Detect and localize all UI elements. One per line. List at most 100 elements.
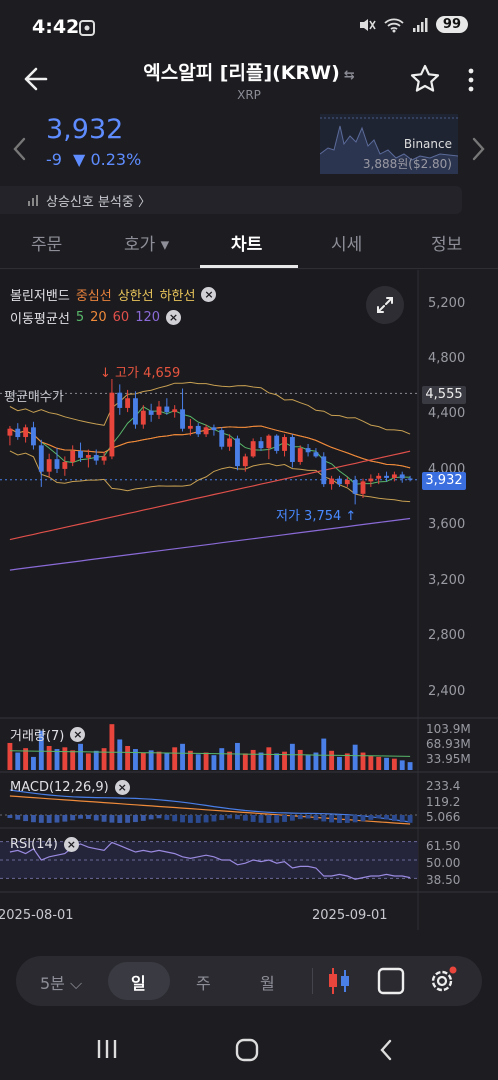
remove-bollinger-icon[interactable]: × — [201, 287, 217, 302]
candle-body — [62, 461, 68, 469]
volume-bar — [93, 750, 99, 770]
exchange-price: 3,888원($2.80) — [362, 157, 452, 171]
swap-icon[interactable]: ⇆ — [343, 68, 355, 83]
remove-ma-icon[interactable]: × — [166, 310, 182, 325]
tab-info[interactable]: 정보 — [431, 235, 463, 255]
macd-histogram-bar — [329, 815, 335, 823]
candle-body — [399, 474, 405, 479]
candle-body — [85, 455, 91, 458]
candle — [125, 389, 131, 413]
tab-orderbook[interactable]: 호가 ▾ — [124, 235, 170, 255]
tab-chart[interactable]: 차트 — [231, 235, 263, 255]
period-week[interactable]: 주 — [196, 974, 211, 993]
interval-select[interactable]: 5분 ⌵ — [40, 974, 83, 993]
volume-bar — [156, 751, 162, 770]
candle-body — [352, 479, 358, 494]
candle — [305, 443, 311, 457]
volume-bar — [297, 749, 303, 770]
tab-market[interactable]: 시세 — [331, 235, 363, 255]
signal-analysis-bar[interactable]: 상승신호 분석중 〉 — [0, 186, 462, 214]
prev-coin-icon[interactable] — [10, 134, 30, 164]
volume-bar — [70, 750, 76, 770]
day-pill — [108, 962, 170, 1000]
volume-bar — [227, 751, 233, 770]
volume-bar — [180, 743, 185, 770]
candle-body — [180, 409, 185, 429]
home-icon[interactable] — [235, 1038, 259, 1062]
bollinger-legend: 볼린저밴드 중심선 상한선 하한선 × — [10, 285, 217, 304]
candle — [180, 388, 185, 432]
candle-body — [101, 456, 107, 461]
volume-tick: 33.95M — [426, 752, 471, 766]
macd-histogram-bar — [376, 815, 382, 819]
bb-lower-line — [9, 450, 411, 503]
macd-histogram-bar — [227, 815, 233, 819]
macd-signal-line — [9, 795, 411, 825]
volume-bar — [164, 753, 170, 770]
macd-histogram-bar — [391, 815, 397, 821]
macd-histogram-bar — [337, 815, 342, 823]
page-title[interactable]: 엑스알피 [리플](KRW) ⇆ — [0, 58, 498, 85]
more-vertical-icon[interactable] — [464, 66, 478, 94]
volume-pane-label: 거래량(7) × — [10, 725, 86, 744]
volume-bar — [133, 749, 138, 770]
period-day[interactable]: 일 — [131, 974, 146, 993]
candle-body — [172, 409, 178, 413]
candle — [7, 425, 13, 446]
candle-body — [133, 398, 138, 425]
expand-chart-icon[interactable] — [366, 286, 404, 324]
macd-histogram-bar — [235, 815, 240, 820]
volume-bar — [15, 752, 21, 770]
candle-body — [235, 438, 240, 467]
mini-price-chart[interactable] — [320, 114, 458, 174]
volume-bar — [7, 742, 13, 770]
remove-rsi-icon[interactable]: × — [63, 837, 79, 852]
macd-histogram-bar — [164, 815, 170, 820]
candle — [297, 445, 303, 465]
candle-body — [344, 479, 350, 485]
avg-buy-tag: 4,555 — [422, 386, 466, 404]
drawing-tool-icon[interactable] — [376, 965, 406, 997]
candle — [203, 424, 209, 438]
tab-underline — [200, 265, 298, 268]
recent-apps-icon[interactable] — [96, 1038, 118, 1060]
candle-body — [313, 452, 319, 457]
candle — [78, 442, 83, 462]
candle — [15, 423, 21, 440]
remove-macd-icon[interactable]: × — [114, 780, 130, 795]
back-arrow-icon[interactable] — [20, 62, 54, 96]
volume-bars — [7, 724, 413, 770]
volume-bar — [195, 754, 201, 770]
candle — [344, 477, 350, 487]
rsi-label: RSI(14) — [10, 837, 58, 852]
current-price-tag: 3,932 — [422, 472, 466, 490]
remove-volume-icon[interactable]: × — [70, 727, 86, 742]
volume-bar — [399, 760, 405, 770]
tab-order[interactable]: 주문 — [31, 235, 63, 255]
rsi-tick: 61.50 — [426, 839, 461, 853]
volume-bar — [62, 747, 68, 770]
candle — [282, 434, 287, 457]
volume-bar — [407, 762, 413, 770]
settings-gear-icon[interactable] — [426, 965, 458, 997]
system-back-icon[interactable] — [378, 1038, 394, 1062]
legend-ma5: 5 — [75, 310, 85, 325]
price-chart[interactable] — [0, 270, 498, 930]
volume-bar — [125, 746, 131, 770]
header: 엑스알피 [리플](KRW) ⇆ XRP — [0, 52, 498, 108]
next-coin-icon[interactable] — [468, 134, 488, 164]
favorite-star-icon[interactable] — [408, 62, 442, 96]
macd-tick: 233.4 — [426, 779, 461, 793]
macd-histogram-bar — [54, 815, 60, 823]
status-time: 4:42 — [32, 16, 80, 38]
macd-pane-label: MACD(12,26,9) × — [10, 780, 130, 795]
macd-histogram-bar — [352, 815, 358, 823]
candle — [101, 452, 107, 465]
macd-histogram-bar — [156, 815, 162, 819]
system-nav-bar — [0, 1018, 498, 1080]
candle-type-icon[interactable] — [324, 965, 354, 997]
volume-bar — [187, 750, 193, 770]
screenshot-icon — [79, 20, 95, 36]
period-month[interactable]: 월 — [260, 974, 275, 993]
macd-histogram-bar — [78, 815, 83, 819]
